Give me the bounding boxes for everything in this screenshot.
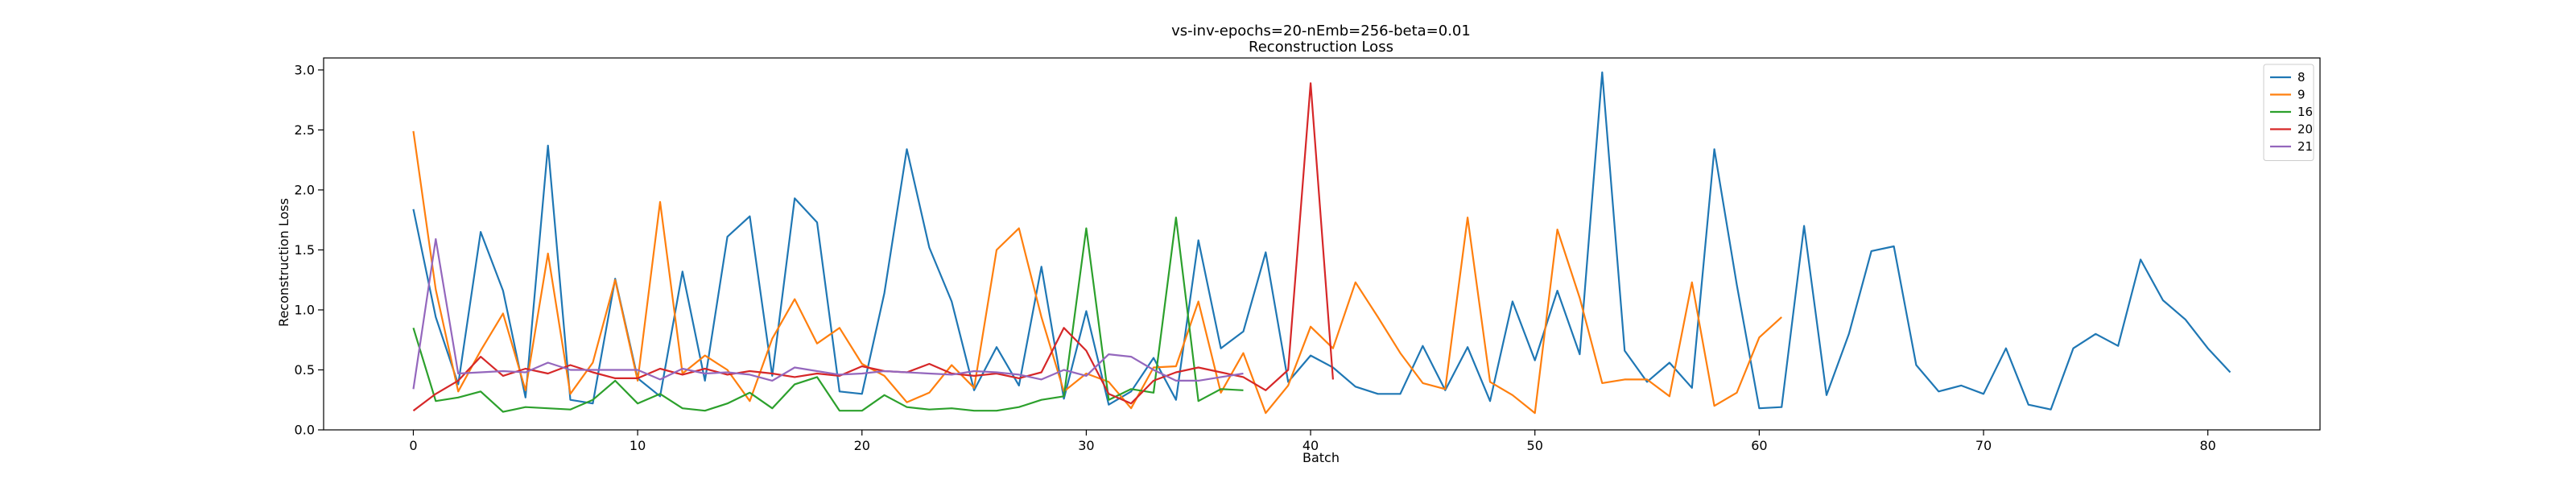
legend-entry-20: 20 [2297,122,2313,137]
legend-entry-8: 8 [2297,70,2306,85]
series-line-21 [412,237,1244,390]
y-tick-label: 0.5 [295,362,315,378]
legend-entry-9: 9 [2297,88,2306,102]
x-axis-label: Batch [1302,450,1340,465]
legend-entry-21: 21 [2297,139,2313,154]
chart-subtitle: Reconstruction Loss [1249,39,1393,56]
x-tick-label: 60 [1751,438,1767,453]
x-tick-label: 40 [1302,438,1319,453]
series-lines [412,71,2231,415]
series-line-9 [412,130,1782,415]
chart-title: vs-inv-epochs=20-nEmb=256-beta=0.01 [1171,23,1471,39]
x-tick-label: 20 [854,438,870,453]
y-axis-label: Reconstruction Loss [276,198,291,327]
y-tick-label: 0.0 [295,423,315,438]
series-line-16 [412,217,1244,413]
y-tick-label: 2.0 [295,182,315,197]
series-line-8 [412,71,2231,411]
x-tick-label: 50 [1527,438,1543,453]
x-axis-ticks: 0 10 20 30 40 50 60 70 80 [409,430,2216,453]
y-tick-label: 3.0 [295,62,315,77]
legend-entry-16: 16 [2297,105,2313,119]
plot-area-frame [323,57,2321,431]
x-tick-label: 10 [630,438,646,453]
y-tick-label: 1.5 [295,242,315,258]
y-tick-label: 2.5 [295,122,315,138]
x-tick-label: 70 [1975,438,1992,453]
y-tick-label: 1.0 [295,302,315,317]
y-axis-ticks: 0.0 0.5 1.0 1.5 2.0 2.5 3.0 [295,62,324,438]
x-tick-label: 30 [1078,438,1094,453]
x-tick-label: 0 [409,438,417,453]
legend: 8 9 16 20 21 [2263,64,2314,161]
x-tick-label: 80 [2199,438,2215,453]
series-line-20 [412,82,1334,412]
